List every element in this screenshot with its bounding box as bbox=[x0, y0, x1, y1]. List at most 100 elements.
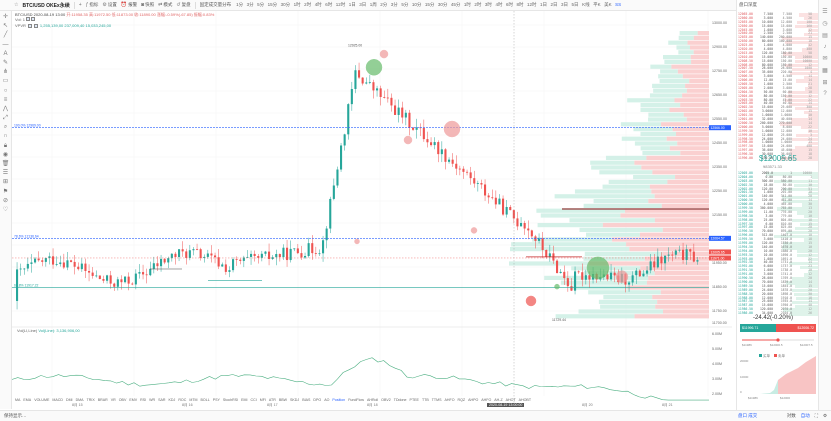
indicator-tab[interactable]: AHFO bbox=[444, 397, 455, 402]
ask-row[interactable]: 12007.50 28.000 28.000 1000 bbox=[738, 67, 818, 72]
indicator-tab[interactable]: CCI bbox=[250, 397, 257, 402]
indicator-tab[interactable]: AH-Z bbox=[494, 397, 503, 402]
interval-button[interactable]: 平K bbox=[593, 2, 601, 7]
ask-row[interactable]: 12065.00 7.500 7.500 58 bbox=[738, 12, 818, 17]
zoom-icon[interactable]: ⌕ bbox=[3, 124, 8, 131]
ask-row[interactable]: 11998.50 24.000 24.000 24 bbox=[738, 137, 818, 142]
ask-row[interactable]: 12055.00 10.000 12.000 100 bbox=[738, 20, 818, 25]
interval-button[interactable]: 5日 bbox=[571, 2, 579, 7]
interval-button[interactable]: 1时 bbox=[463, 2, 471, 7]
indicator-tab[interactable]: EMA bbox=[23, 397, 32, 402]
fullscreen-icon[interactable]: ⛶ bbox=[814, 413, 818, 418]
ask-row[interactable]: 12002.50 15.000 25.000 300 bbox=[738, 105, 818, 110]
interval-button[interactable]: 3时 bbox=[484, 2, 492, 7]
interval-button[interactable]: K线 bbox=[582, 2, 590, 7]
mode-button[interactable]: ⇄ 模式 bbox=[158, 2, 172, 8]
book-icon[interactable]: ▦ bbox=[822, 68, 828, 74]
ask-row[interactable]: 12005.50 1.000 2.500 21 bbox=[738, 82, 818, 87]
ruler-icon[interactable]: ⊞ bbox=[2, 179, 9, 186]
ask-row[interactable]: 11999.50 1.0000 12.000 10 bbox=[738, 129, 818, 134]
bid-row[interactable]: 12001.50 1.000 201.00 10 bbox=[738, 191, 818, 196]
ask-row[interactable]: 12035.00 140.000 200.000 15 bbox=[738, 35, 818, 40]
ask-row[interactable]: 12003.50 80.00 45.00 22 bbox=[738, 98, 818, 103]
bell-icon[interactable]: ♪ bbox=[823, 44, 827, 50]
cursor-icon[interactable]: ↖ bbox=[2, 23, 9, 30]
bid-row[interactable]: 11995.00 120.00 1530.0 15 bbox=[738, 241, 818, 246]
interval-button[interactable]: 30分 bbox=[437, 2, 448, 7]
interval-button[interactable]: 15分 bbox=[424, 2, 435, 7]
clock-icon[interactable]: ◷ bbox=[822, 21, 828, 27]
chat-icon[interactable]: ✉ bbox=[822, 56, 828, 62]
indicator-tab[interactable]: SAR bbox=[158, 397, 166, 402]
indicator-tab[interactable]: TTB bbox=[421, 397, 429, 402]
indicator-tab[interactable]: OBV bbox=[118, 397, 127, 402]
ask-row[interactable]: 12025.00 1.000 4.000 12 bbox=[738, 43, 818, 48]
interval-button[interactable]: 2时 bbox=[304, 2, 312, 7]
bid-row[interactable]: 11991.00 3.000 1741.0 12 bbox=[738, 272, 818, 277]
interval-button[interactable]: 3分 bbox=[246, 2, 254, 7]
ask-row[interactable]: 12010.00 15.000 150.00 10000 bbox=[738, 55, 818, 60]
pattern-icon[interactable]: ⋀ bbox=[3, 105, 8, 112]
depth-range-slider[interactable]: $11986 $12000.5 $12007.5 bbox=[740, 337, 816, 347]
buy-price-bar[interactable]: $11996.71 bbox=[740, 324, 777, 332]
ask-row[interactable]: 11997.50 15.000 24.000 400 bbox=[738, 144, 818, 149]
interval-button[interactable]: 1日 bbox=[540, 2, 548, 7]
rectangle-icon[interactable]: ▭ bbox=[2, 78, 9, 85]
pitchfork-icon[interactable]: ⋔ bbox=[2, 69, 9, 76]
bid-row[interactable]: 12003.00 500.00 580.00 11 bbox=[738, 179, 818, 184]
interval-button[interactable]: 4时 bbox=[495, 2, 503, 7]
settings-checkbox[interactable] bbox=[31, 17, 36, 21]
indicator-tab[interactable]: TRIX bbox=[86, 397, 95, 402]
chart-icon[interactable]: ▤ bbox=[822, 33, 828, 39]
orderbook-tabs[interactable]: 盘口 成交 bbox=[738, 413, 758, 418]
bid-row[interactable]: 11989.00 24.000 1878.0 20 bbox=[738, 288, 818, 293]
interval-button[interactable]: 12时 bbox=[335, 2, 346, 7]
indicator-tab[interactable]: SKDJ bbox=[290, 397, 300, 402]
indicator-tab[interactable]: AHPO bbox=[468, 397, 479, 402]
interval-button[interactable]: 美K bbox=[604, 2, 612, 7]
interval-button[interactable]: 12时 bbox=[526, 2, 537, 7]
price-chart[interactable]: 100.0% 12969.00 78.6% 12136.64 61.8% 11917… bbox=[12, 11, 732, 409]
bid-row[interactable]: 11997.00 15.00 825.00 20 bbox=[738, 226, 818, 231]
indicator-tab[interactable]: TTMS bbox=[431, 397, 442, 402]
bid-row[interactable]: 11999.50 300.000 765.00 13 bbox=[738, 206, 818, 211]
visibility-checkbox[interactable] bbox=[26, 17, 31, 21]
lock-icon[interactable]: 🔒︎ bbox=[3, 142, 8, 149]
indicator-tab[interactable]: KDJ bbox=[168, 397, 176, 402]
bid-row[interactable]: 11986.50 120.000 2070.0 12 bbox=[738, 307, 818, 312]
text-icon[interactable]: A bbox=[3, 50, 8, 57]
indicator-tab[interactable]: DPO bbox=[313, 397, 322, 402]
indicator-tab[interactable]: AHOBT bbox=[518, 397, 532, 402]
snapshot-button[interactable]: ◙ 快照 bbox=[141, 2, 154, 8]
indicator-tab[interactable]: AO bbox=[324, 397, 330, 402]
ask-row[interactable]: 12000.50 200.000 270.000 14 bbox=[738, 121, 818, 126]
bid-row[interactable]: 12000.50 120.00 461.00 14 bbox=[738, 198, 818, 203]
symbol-name[interactable]: BTC/USD OKEx永续 bbox=[22, 2, 70, 9]
indicator-tab[interactable]: VR bbox=[110, 397, 116, 402]
eye-icon[interactable]: ◉ bbox=[2, 151, 9, 158]
indicator-tab[interactable]: MA bbox=[15, 397, 21, 402]
indicator-tab[interactable]: DMI bbox=[65, 397, 73, 402]
magnet-icon[interactable]: ∩ bbox=[3, 133, 8, 140]
interval-button[interactable]: SS bbox=[615, 2, 622, 7]
ask-row[interactable]: 11999.00 12.000 25.000 3 bbox=[738, 133, 818, 138]
depth-slider-graphic[interactable]: $11986 $12000.5 $12007.5 bbox=[740, 337, 816, 347]
bid-row[interactable]: 11998.00 25.00 804.00 18 bbox=[738, 218, 818, 223]
indicator-tab[interactable]: PSY bbox=[212, 397, 220, 402]
indicator-tab[interactable]: BRAR bbox=[97, 397, 108, 402]
interval-button[interactable]: 15分 bbox=[267, 2, 278, 7]
ask-row[interactable]: 12008.00 80.000 180.00 12 bbox=[738, 63, 818, 68]
ask-row[interactable]: 12000.00 5.0000 8.000 22 bbox=[738, 125, 818, 130]
indicator-tab[interactable]: ROC bbox=[178, 397, 187, 402]
interval-button[interactable]: 1周 bbox=[369, 2, 377, 7]
bid-row[interactable]: 12002.50 18.00 80.00 10 bbox=[738, 183, 818, 188]
bid-row[interactable]: 11986.00 34.000 2104.0 26 bbox=[738, 311, 818, 316]
grid-icon[interactable]: ⊞ bbox=[822, 80, 828, 86]
ask-row[interactable]: 12030.00 80.000 100.000 10 bbox=[738, 39, 818, 44]
keep-display-label[interactable]: 保持显示… bbox=[4, 413, 27, 418]
bid-row[interactable]: 11994.00 10.00 1680.0 20 bbox=[738, 249, 818, 254]
ask-row[interactable]: 11997.00 36.000 45.000 15 bbox=[738, 148, 818, 153]
brush-icon[interactable]: ✎ bbox=[2, 59, 9, 66]
ask-row[interactable]: 12040.00 2.500 2.500 21 bbox=[738, 32, 818, 37]
bid-row[interactable]: 11992.50 40.00 1731.0 14 bbox=[738, 261, 818, 266]
